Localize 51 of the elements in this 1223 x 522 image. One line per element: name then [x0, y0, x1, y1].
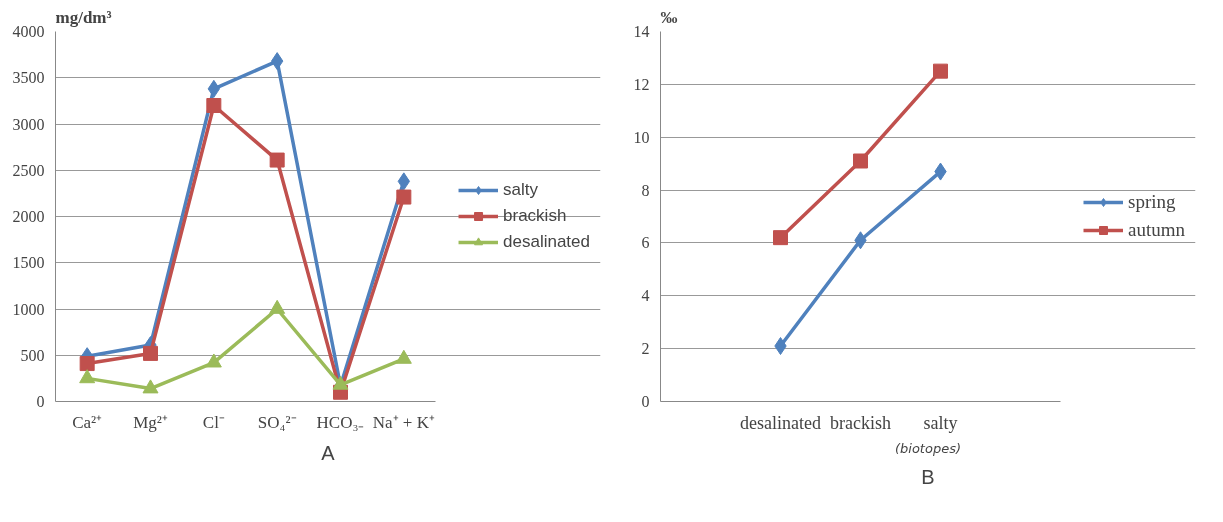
y-tick-label: 4 [641, 287, 650, 305]
y-tick-label: 1500 [12, 254, 45, 272]
point [79, 369, 96, 384]
y-tick-label: 3500 [12, 69, 45, 87]
x-tick-label: Mg²⁺ [133, 412, 168, 432]
x-tick-label: brackish [830, 412, 891, 433]
y-tick-label: 500 [20, 346, 45, 364]
y-tick-label: 2000 [12, 208, 45, 225]
legend-label: brackish [503, 206, 567, 226]
legend-label: desalinated [503, 232, 590, 252]
legend-label: salty [503, 180, 538, 200]
point [774, 337, 787, 355]
x-axis-title: (biotopes) [894, 440, 962, 456]
point [269, 152, 285, 168]
x-tick-label: Cl⁻ [202, 412, 225, 432]
y-tick-label: 0 [641, 393, 650, 410]
y-tick-label: 8 [641, 181, 650, 199]
point [933, 63, 948, 79]
legend-label: autumn [1128, 219, 1185, 241]
point [332, 375, 349, 390]
point [206, 98, 222, 113]
y-tick-label: 12 [633, 75, 650, 93]
y-tick-label: 3000 [12, 115, 45, 133]
x-tick-label: HCO₃₋ [316, 412, 365, 432]
point [143, 345, 158, 361]
y-tick-label: 4000 [12, 23, 45, 40]
x-tick-label: Ca²⁺ [72, 412, 103, 432]
y-tick-label: 2500 [12, 161, 45, 179]
y-tick-label: 0 [36, 393, 45, 410]
y-tick-label: 2 [641, 340, 650, 358]
point [395, 349, 412, 364]
point [79, 356, 95, 372]
text: B [921, 465, 935, 488]
y-tick-label: 14 [633, 23, 650, 40]
text: A [321, 441, 336, 464]
x-tick-label: desalinated [740, 412, 821, 433]
point [396, 189, 412, 205]
point [853, 153, 868, 169]
y-tick-label: 1000 [12, 300, 45, 318]
y-axis-title: ‰ [660, 7, 678, 27]
x-tick-label: salty [923, 412, 958, 433]
point [142, 379, 159, 394]
y-tick-label: 6 [641, 234, 650, 252]
point [269, 299, 286, 314]
y-axis-title: mg/dm³ [55, 7, 112, 27]
legend-label: spring [1128, 191, 1176, 213]
x-tick-label: Na⁺ + K⁺ [372, 412, 435, 432]
point [773, 230, 788, 246]
x-tick-label: SO₄²⁻ [257, 412, 297, 432]
point [205, 353, 222, 368]
y-tick-label: 10 [633, 128, 650, 146]
